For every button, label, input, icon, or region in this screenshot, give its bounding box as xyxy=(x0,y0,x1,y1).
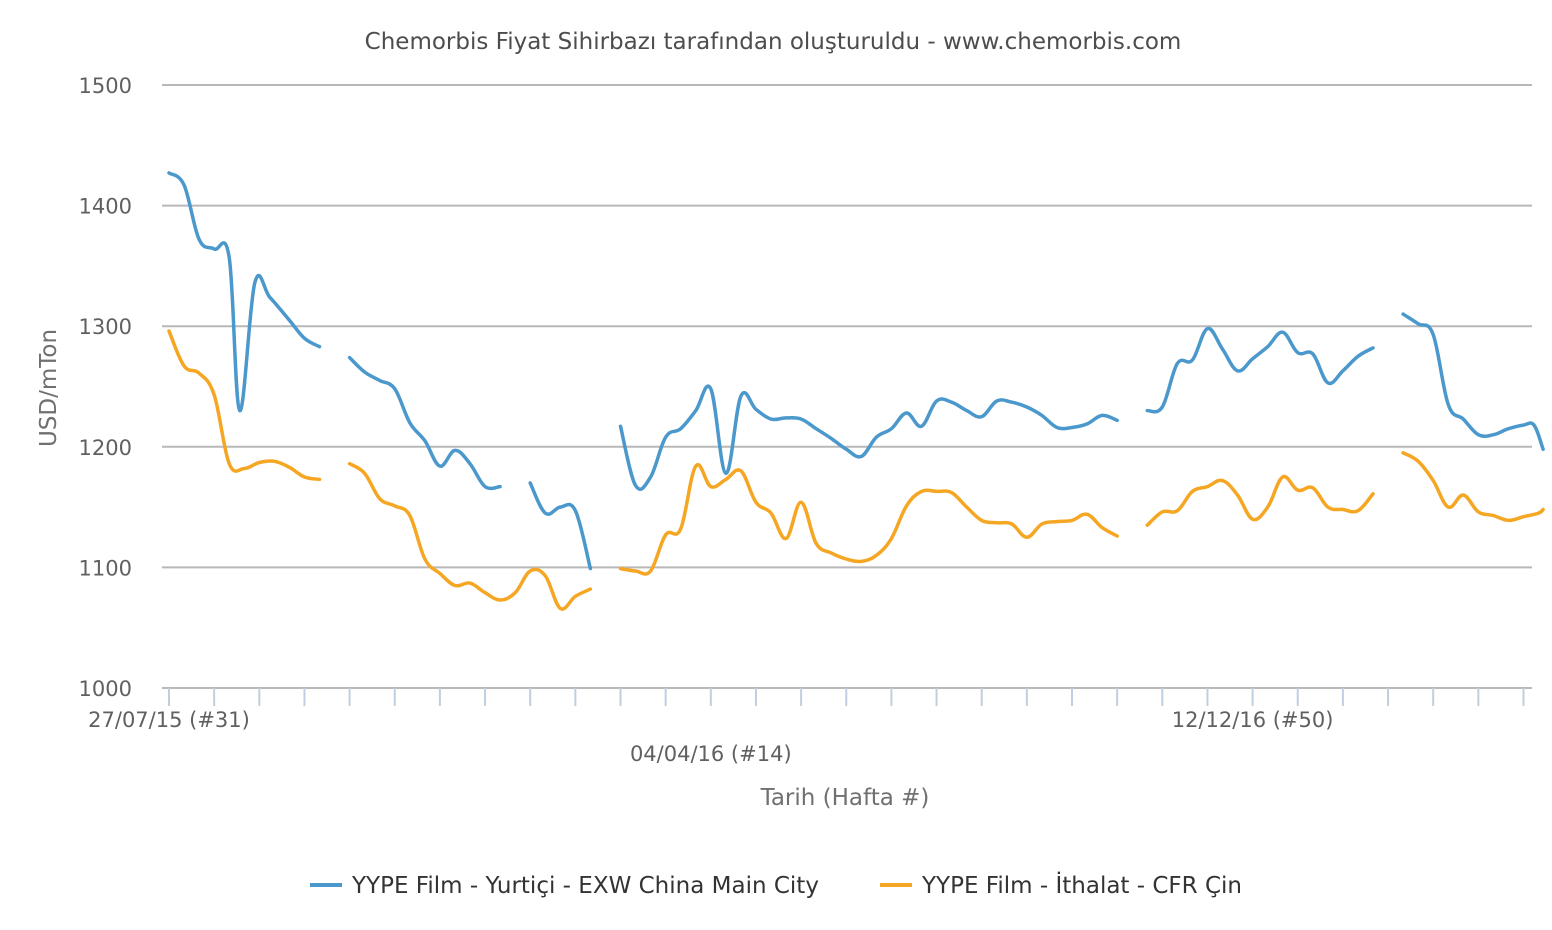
x-axis-title: Tarih (Hafta #) xyxy=(760,785,930,811)
x-axis: 27/07/15 (#31) 04/04/16 (#14) 12/12/16 (#5… xyxy=(88,688,1525,766)
series-1-segment-1 xyxy=(167,171,322,413)
series-1-line[interactable] xyxy=(167,171,1545,571)
y-tick-label: 1000 xyxy=(79,677,132,701)
y-tick-label: 1500 xyxy=(79,74,132,98)
y-tick-label: 1300 xyxy=(79,315,132,339)
legend-item-series-1[interactable]: YYPE Film - Yurtiçi - EXW China Main Cit… xyxy=(310,873,819,899)
series-1-segment-5 xyxy=(1145,326,1375,414)
y-axis-tick-labels: 1000 1100 1200 1300 1400 1500 xyxy=(79,74,132,701)
legend-label-series-1: YYPE Film - Yurtiçi - EXW China Main Cit… xyxy=(351,873,819,899)
series-2-segment-3 xyxy=(618,462,1119,576)
legend[interactable]: YYPE Film - Yurtiçi - EXW China Main Cit… xyxy=(310,871,1242,899)
series-1-segment-3 xyxy=(528,481,593,571)
series-1-segment-2 xyxy=(347,355,502,491)
series-1-segment-6 xyxy=(1401,312,1545,451)
series-2-line[interactable] xyxy=(167,329,1545,611)
series-2-segment-4 xyxy=(1145,474,1375,527)
legend-label-series-2: YYPE Film - İthalat - CFR Çin xyxy=(921,871,1242,899)
series-2-segment-1 xyxy=(167,329,322,482)
x-tick-label: 04/04/16 (#14) xyxy=(630,742,792,766)
x-tick-label: 27/07/15 (#31) xyxy=(88,708,250,732)
series-lines xyxy=(167,171,1545,611)
series-1-segment-4 xyxy=(618,384,1119,491)
x-tick-label: 12/12/16 (#50) xyxy=(1172,708,1334,732)
legend-item-series-2[interactable]: YYPE Film - İthalat - CFR Çin xyxy=(880,871,1242,899)
series-2-segment-2 xyxy=(347,461,593,611)
grid-lines xyxy=(162,84,1532,689)
y-tick-label: 1100 xyxy=(79,556,132,580)
series-2-segment-5 xyxy=(1401,451,1545,523)
y-tick-label: 1400 xyxy=(79,195,132,219)
y-tick-label: 1200 xyxy=(79,436,132,460)
chart-title: Chemorbis Fiyat Sihirbazı tarafından olu… xyxy=(365,29,1182,55)
y-axis-title: USD/mTon xyxy=(36,329,62,447)
